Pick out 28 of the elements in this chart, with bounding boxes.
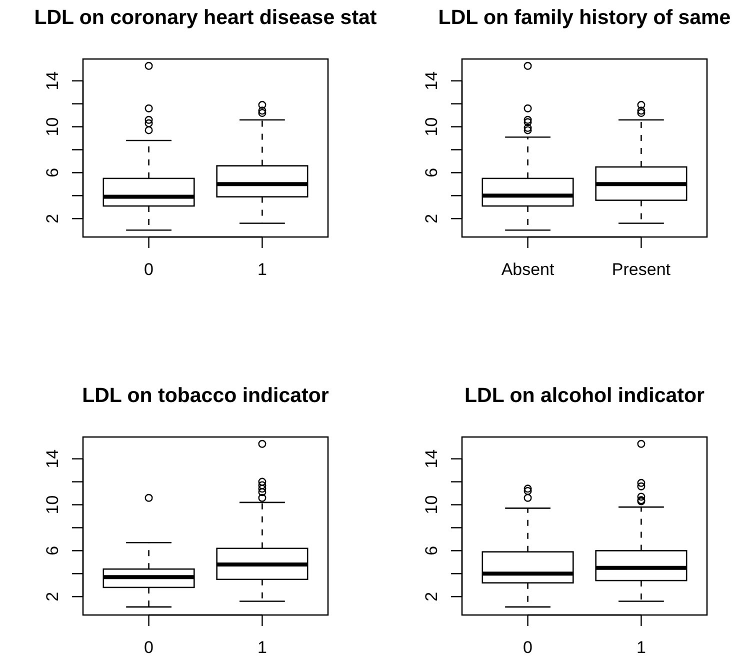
y-tick-label: 14 — [422, 71, 441, 90]
y-tick-label: 6 — [422, 546, 441, 556]
y-tick-label: 14 — [43, 71, 62, 90]
y-tick-label: 2 — [43, 592, 62, 602]
chart-title: LDL on family history of same — [438, 6, 731, 29]
y-tick-label: 10 — [422, 495, 441, 514]
y-tick-label: 10 — [422, 117, 441, 136]
chart-title: LDL on tobacco indicator — [82, 384, 329, 407]
chart-title: LDL on alcohol indicator — [464, 384, 704, 407]
y-tick-label: 6 — [43, 546, 62, 556]
x-tick-label: 0 — [144, 260, 154, 279]
y-tick-label: 14 — [43, 449, 62, 468]
chart-title: LDL on coronary heart disease stat — [34, 6, 377, 29]
x-tick-label: 1 — [257, 260, 267, 279]
x-tick-label: Absent — [501, 260, 555, 279]
y-tick-label: 2 — [43, 214, 62, 224]
y-tick-label: 2 — [422, 214, 441, 224]
x-tick-label: 0 — [144, 638, 154, 657]
y-tick-label: 10 — [43, 495, 62, 514]
y-tick-label: 6 — [43, 168, 62, 178]
y-tick-label: 6 — [422, 168, 441, 178]
y-tick-label: 2 — [422, 592, 441, 602]
y-tick-label: 14 — [422, 449, 441, 468]
x-tick-label: 1 — [636, 638, 646, 657]
x-tick-label: 1 — [257, 638, 267, 657]
x-tick-label: Present — [612, 260, 671, 279]
x-tick-label: 0 — [523, 638, 533, 657]
y-tick-label: 10 — [43, 117, 62, 136]
